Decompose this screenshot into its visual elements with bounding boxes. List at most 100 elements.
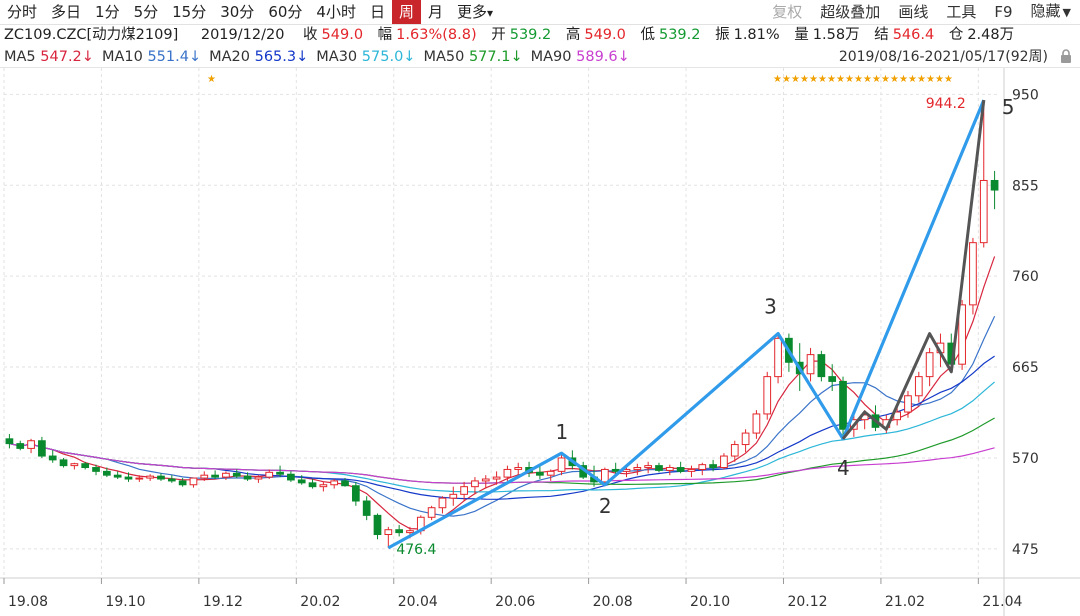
candle-body [763,376,772,415]
ma-item: MA5 547.2↓ [4,49,94,65]
low-price-label: 476.4 [396,542,436,558]
wave-line [387,99,986,550]
candle-body [5,438,14,445]
period-tab[interactable]: 日 [369,3,385,21]
event-star: ★ [800,74,809,85]
y-tick-label: 760 [1012,269,1039,285]
period-tab[interactable]: 多日 [51,3,82,21]
ma-item: MA10 551.4↓ [102,49,201,65]
period-tab[interactable]: 30分 [220,3,255,21]
super-overlay-button[interactable]: 超级叠加 [820,3,881,21]
lock-icon[interactable] [1058,48,1074,64]
x-tick-label: 20.04 [398,594,438,610]
candle-body [958,304,966,365]
candle-body [687,468,696,472]
ma-label: MA50 [423,49,469,65]
candle-body [546,470,555,476]
period-tab[interactable]: 15分 [172,3,207,21]
ma-item: MA50 577.1↓ [423,49,522,65]
period-tab[interactable]: 1分 [95,3,120,21]
candle-body [741,432,750,446]
candle-body [38,440,46,457]
event-star: ★ [926,74,935,85]
candle-body [81,463,90,469]
y-tick-label: 855 [1012,178,1039,194]
period-tab[interactable]: 5分 [133,3,159,21]
ma-value: 551.4↓ [147,49,202,65]
candle-body [665,467,674,471]
candle-body [460,486,468,495]
candle-body [254,476,263,480]
candle-body [395,529,404,534]
ma-label: MA5 [4,49,41,65]
candle-body [600,468,609,483]
candle-body [59,459,68,467]
candle-body [730,444,739,457]
candle-body [644,465,653,469]
symbol-name: ZC109.CZC[动力煤2109] [4,27,179,43]
y-tick-label: 665 [1012,360,1039,376]
event-star: ★ [854,74,863,85]
ma-item: MA20 565.3↓ [209,49,308,65]
hide-label: 隐藏 [1030,2,1061,20]
candle-body [471,480,479,488]
event-star: ★ [773,74,782,85]
period-tab[interactable]: 60分 [268,3,303,21]
ma-value: 575.0↓ [361,49,416,65]
period-tab[interactable]: 分时 [7,3,38,21]
period-tab[interactable]: 月 [427,3,443,21]
candle-body [211,474,219,478]
event-star: ★ [827,74,836,85]
period-tab[interactable]: 周 [391,0,421,24]
quote-info-bar: ZC109.CZC[动力煤2109] 2019/12/20 收 549.0 幅 1.… [0,24,1080,46]
candle-body [427,507,436,518]
event-star: ★ [944,74,953,85]
candle-body [102,470,111,476]
ma-line-90 [9,443,995,484]
period-tab[interactable]: 更多▾ [457,3,494,21]
sub-wave-line [841,99,986,440]
x-tick-label: 20.06 [495,594,535,610]
candle-body [720,455,728,469]
high-price-label: 944.2 [926,96,966,112]
hide-button[interactable]: 隐藏 ▼ [1022,0,1080,25]
candle-body [536,471,544,476]
tools-button[interactable]: 工具 [946,3,977,21]
event-star: ★ [818,74,827,85]
candle-body [557,457,566,472]
f9-button[interactable]: F9 [994,3,1013,21]
candle-body [503,468,512,478]
candle-body [232,472,241,477]
draw-line-button[interactable]: 画线 [898,3,929,21]
event-star: ★ [890,74,899,85]
candle-body [341,480,349,487]
period-tab[interactable]: 4小时 [316,3,356,21]
candle-body [92,467,100,472]
candle-body [828,376,837,382]
candle-body [308,482,317,488]
adjust-button[interactable]: 复权 [772,3,803,21]
event-star: ★ [908,74,917,85]
candle-body [178,480,187,486]
event-star: ★ [935,74,944,85]
candle-body [276,471,284,475]
candle-body [222,472,230,478]
date-range[interactable]: 2019/08/16-2021/05/17(92周) [838,49,1048,65]
period-toolbar: 分时 多日 1分 5分 15分 30分 60分 4小时日周月更多▾ [0,0,1080,25]
volume-label: 量 [794,27,809,43]
ma-value: 565.3↓ [254,49,309,65]
candle-body [351,485,360,502]
event-star: ★ [782,74,791,85]
candle-body [330,480,339,486]
wave-label: 4 [837,456,850,480]
candle-body [265,471,274,478]
moving-average-bar: MA5 547.2↓ MA10 551.4↓ MA20 565.3↓ MA30 575… [0,46,1080,68]
candle-body [904,395,912,413]
ma-line-10 [9,315,996,517]
candle-body [384,529,393,536]
candlestick-chart[interactable]: 950 855 760 665 570 475 19.08 19.10 19.12 20.02 20… [0,68,1080,616]
chevron-down-icon: ▾ [487,6,494,20]
x-tick-label: 20.08 [593,594,633,610]
candle-body [925,352,934,378]
event-star: ★ [207,74,216,85]
